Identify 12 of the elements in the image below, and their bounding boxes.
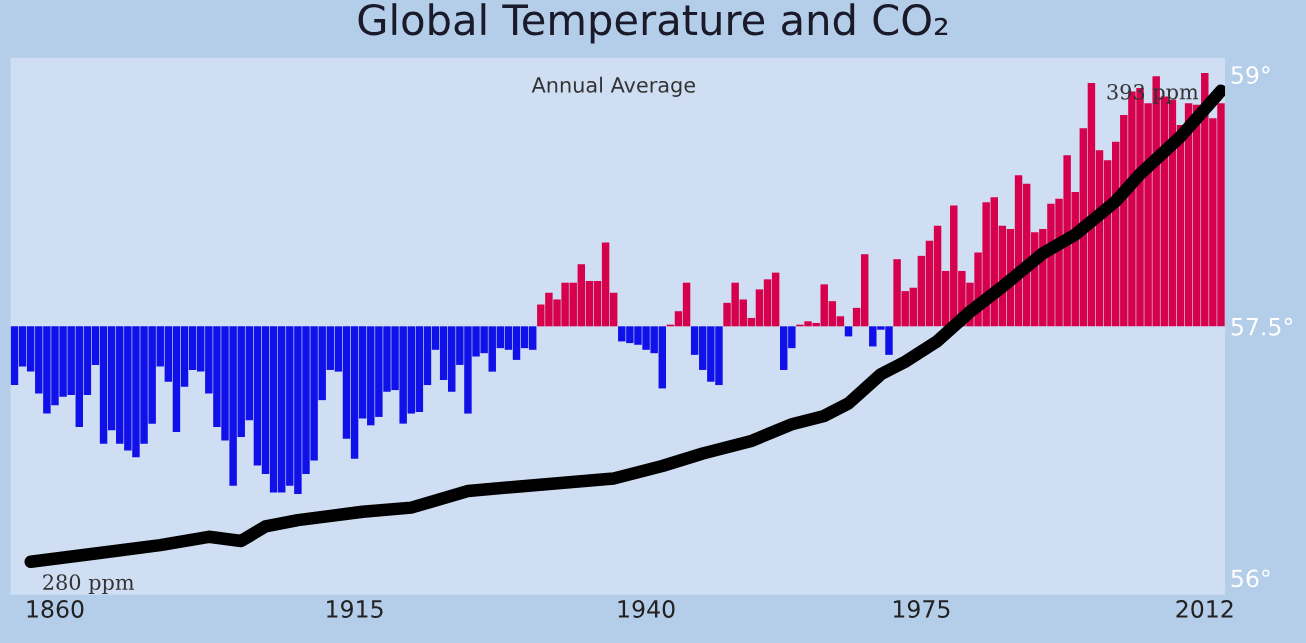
data-label: 280 ppm [43,574,135,595]
y-tick-label: 57.5° [1231,317,1293,336]
y-tick-label: 59° [1231,66,1270,84]
x-tick-label: 1975 [893,600,950,618]
y-tick-label: 56° [1231,569,1270,588]
x-tick-label: 1940 [618,600,675,618]
bar [844,326,853,337]
x-tick-label: 1915 [327,600,383,618]
x-tick-label: 1860 [27,600,84,618]
text: Annual Average [531,76,695,97]
x-tick-label: 2012 [1176,600,1233,618]
chart-title: Global Temperature and CO₂ [358,3,948,44]
